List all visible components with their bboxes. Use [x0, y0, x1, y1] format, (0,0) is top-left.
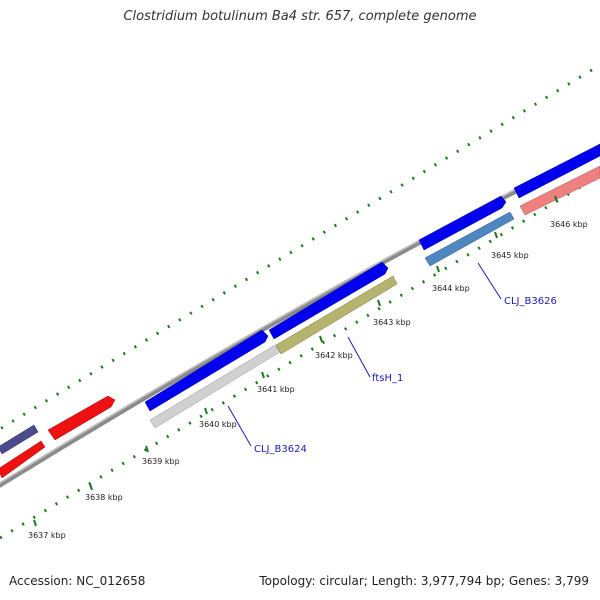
kbp-tick-mark: [554, 195, 558, 203]
trna-feature[interactable]: [0, 424, 39, 455]
gc-skew-outer-track: [0, 63, 600, 431]
kbp-tick-label: 3643 kbp: [373, 318, 411, 327]
forward-strand-features: [0, 143, 600, 455]
cds-feature[interactable]: [418, 195, 507, 251]
kbp-tick-label: 3638 kbp: [85, 493, 123, 502]
kbp-tick-label: 3637 kbp: [28, 531, 66, 540]
kbp-tick-mark: [377, 299, 381, 307]
gene-label-ftsh[interactable]: ftsH_1: [372, 373, 403, 384]
kbp-tick-mark: [494, 231, 498, 239]
kbp-tick-label: 3639 kbp: [142, 457, 180, 466]
callout-line: [347, 336, 371, 378]
kbp-tick-mark: [261, 371, 265, 379]
cds-feature[interactable]: [268, 261, 389, 340]
rrna-feature[interactable]: [47, 395, 116, 441]
callout-line: [227, 405, 252, 447]
kbp-tick-mark: [204, 407, 208, 415]
genome-title: Clostridium botulinum Ba4 str. 657, comp…: [123, 9, 477, 24]
kbp-tick-label: 3646 kbp: [550, 220, 588, 229]
kbp-tick-label: 3640 kbp: [199, 420, 237, 429]
kbp-tick-mark: [319, 335, 323, 343]
ftsh-feature[interactable]: [275, 275, 398, 355]
cds-feature[interactable]: [424, 211, 515, 267]
kbp-tick-label: 3641 kbp: [257, 385, 295, 394]
gc-skew-inner-track: [0, 173, 600, 540]
reverse-strand-features: [0, 165, 600, 479]
gene-callouts: CLJ_B3624 ftsH_1 CLJ_B3626: [227, 262, 557, 455]
kbp-tick-mark: [145, 445, 149, 453]
kbp-tick-label: 3642 kbp: [315, 351, 353, 360]
kbp-tick-layer: 3637 kbp 3638 kbp 3639 kbp 3640 kbp 3641 kbp…: [28, 195, 588, 540]
accession-text: Accession: NC_012658: [9, 574, 146, 588]
kbp-tick-mark: [33, 519, 37, 527]
genome-summary-text: Topology: circular; Length: 3,977,794 bp…: [259, 574, 589, 588]
kbp-tick-label: 3644 kbp: [432, 284, 470, 293]
cds-feature[interactable]: [519, 165, 600, 216]
gene-label-clj-b3624[interactable]: CLJ_B3624: [254, 444, 307, 455]
cds-feature[interactable]: [513, 143, 600, 199]
cds-feature[interactable]: [144, 329, 269, 412]
gene-label-clj-b3626[interactable]: CLJ_B3626: [504, 296, 557, 307]
kbp-tick-mark: [89, 483, 93, 491]
kbp-tick-label: 3645 kbp: [491, 251, 529, 260]
callout-line: [477, 262, 502, 300]
rrna-feature[interactable]: [0, 440, 46, 479]
kbp-tick-mark: [436, 265, 440, 273]
